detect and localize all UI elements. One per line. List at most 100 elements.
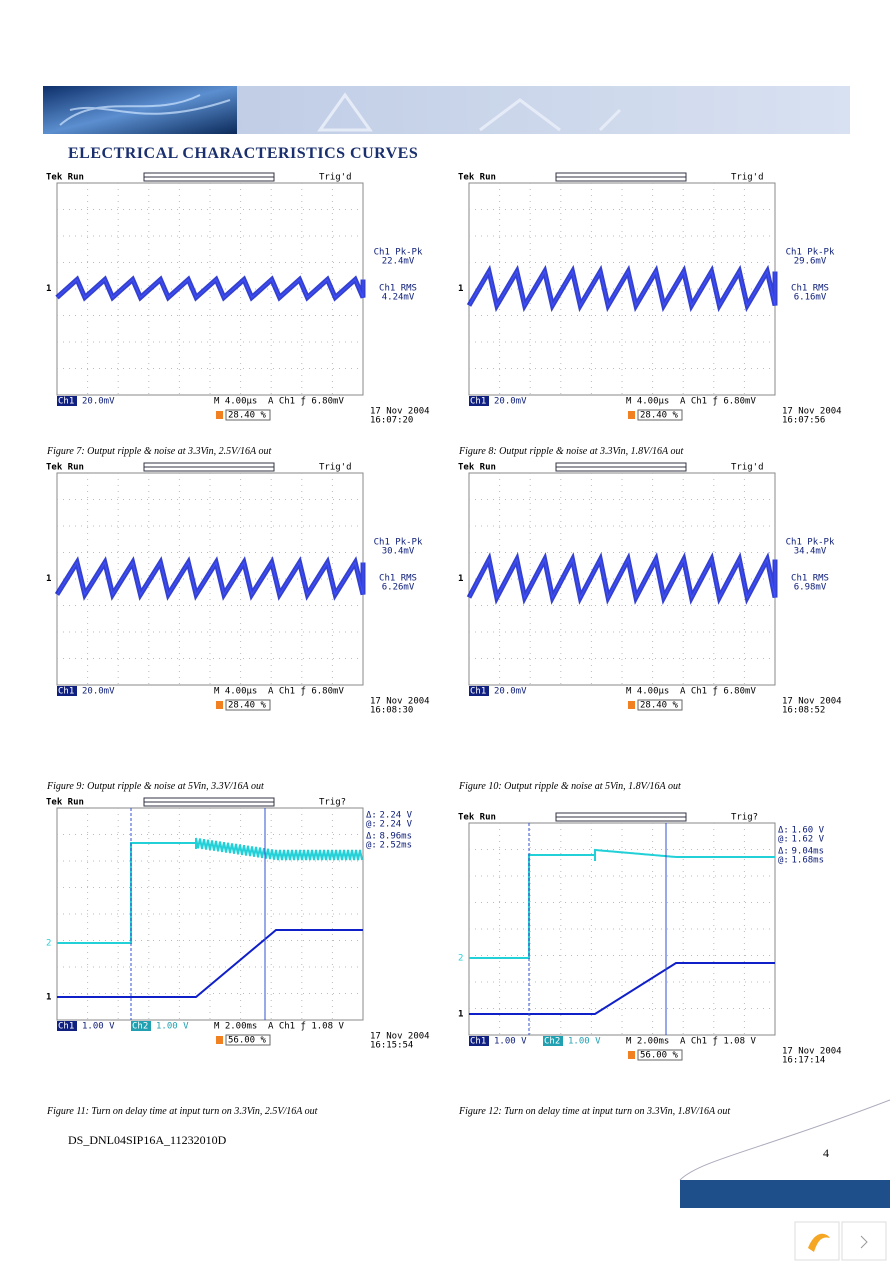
scope-trigger-state: Trig'd bbox=[731, 173, 764, 183]
trigger-setting: A Ch1 ƒ 6.80mV bbox=[680, 397, 756, 407]
channel-scale: 1.00 V bbox=[568, 1037, 601, 1047]
channel-name: Ch1 bbox=[470, 397, 486, 407]
trigger-position-box bbox=[637, 1049, 683, 1061]
figure-caption: Figure 10: Output ripple & noise at 5Vin… bbox=[459, 781, 681, 792]
channel-marker: 1 bbox=[46, 993, 51, 1003]
channel-badge bbox=[131, 1021, 151, 1031]
scope-trigger-state: Trig? bbox=[731, 813, 758, 823]
measurement-label: Ch1 Pk-Pk bbox=[786, 538, 835, 548]
date: 17 Nov 2004 bbox=[782, 1047, 842, 1057]
channel-scale: 1.00 V bbox=[156, 1022, 189, 1032]
date: 17 Nov 2004 bbox=[370, 1032, 430, 1042]
trigger-position: 28.40 % bbox=[228, 701, 267, 711]
channel-badge bbox=[469, 396, 489, 406]
figure-caption: Figure 11: Turn on delay time at input t… bbox=[47, 1106, 318, 1117]
header-light bbox=[59, 94, 231, 126]
figure-caption: Figure 7: Output ripple & noise at 3.3Vi… bbox=[47, 446, 272, 457]
footer-bar bbox=[680, 1180, 890, 1208]
trigger-setting: A Ch1 ƒ 1.08 V bbox=[268, 1022, 344, 1032]
channel-scale: 1.00 V bbox=[82, 1022, 115, 1032]
channel-badge bbox=[469, 686, 489, 696]
channel-name: Ch1 bbox=[58, 397, 74, 407]
measurement-value: 30.4mV bbox=[382, 547, 415, 557]
measurement-value: 2.24 V bbox=[379, 811, 412, 821]
time: 16:08:30 bbox=[370, 706, 413, 716]
channel-marker: 1 bbox=[458, 1010, 463, 1020]
ripple-trace-core bbox=[468, 558, 776, 599]
measurement-label: Δ: bbox=[366, 811, 377, 821]
record-window bbox=[143, 172, 275, 182]
measurement-value: 4.24mV bbox=[382, 293, 415, 303]
measurement-label: @: bbox=[778, 835, 789, 845]
trigger-position: 28.40 % bbox=[640, 701, 679, 711]
channel-name: Ch1 bbox=[58, 1022, 74, 1032]
measurement-label: Ch1 RMS bbox=[791, 574, 829, 584]
trigger-position-box bbox=[225, 1034, 271, 1046]
header-motif bbox=[317, 92, 622, 132]
viewer-logo-mark bbox=[808, 1233, 830, 1252]
channel-scale: 20.0mV bbox=[494, 397, 527, 407]
measurement-label: Ch1 Pk-Pk bbox=[374, 248, 423, 258]
record-window bbox=[143, 797, 275, 807]
measurement-value: 2.52ms bbox=[379, 841, 412, 851]
channel-name: Ch1 bbox=[470, 687, 486, 697]
date: 17 Nov 2004 bbox=[782, 407, 842, 417]
measurement-label: Ch1 Pk-Pk bbox=[374, 538, 423, 548]
channel-name: Ch2 bbox=[544, 1037, 560, 1047]
timebase: M 2.00ms bbox=[214, 1022, 257, 1032]
measurement-label: Δ: bbox=[778, 826, 789, 836]
trigger-position-box bbox=[225, 409, 271, 421]
ch1-trace bbox=[57, 929, 363, 998]
channel-name: Ch1 bbox=[470, 1037, 486, 1047]
measurement-label: @: bbox=[778, 856, 789, 866]
channel-badge bbox=[57, 396, 77, 406]
record-window bbox=[555, 462, 687, 472]
trigger-setting: A Ch1 ƒ 1.08 V bbox=[680, 1037, 756, 1047]
timebase: M 4.00µs bbox=[214, 397, 257, 407]
ch1-trace bbox=[469, 962, 775, 1015]
measurement-label: Ch1 RMS bbox=[379, 284, 417, 294]
measurement-value: 34.4mV bbox=[794, 547, 827, 557]
measurement-value: 6.16mV bbox=[794, 293, 827, 303]
section-title: ELECTRICAL CHARACTERISTICS CURVES bbox=[68, 145, 419, 162]
record-window bbox=[555, 812, 687, 822]
channel-badge bbox=[469, 1036, 489, 1046]
scope-status: Tek Run bbox=[458, 813, 496, 823]
trigger-position: 28.40 % bbox=[640, 411, 679, 421]
trigger-setting: A Ch1 ƒ 6.80mV bbox=[268, 397, 344, 407]
timebase: M 4.00µs bbox=[626, 397, 669, 407]
record-window bbox=[555, 172, 687, 182]
measurement-value: 1.68ms bbox=[791, 856, 824, 866]
time: 16:07:56 bbox=[782, 416, 825, 426]
scope-trigger-state: Trig'd bbox=[319, 463, 352, 473]
trigger-position: 28.40 % bbox=[228, 411, 267, 421]
channel-scale: 1.00 V bbox=[494, 1037, 527, 1047]
channel-marker: 2 bbox=[46, 939, 51, 949]
measurement-value: 2.24 V bbox=[379, 820, 412, 830]
channel-scale: 20.0mV bbox=[494, 687, 527, 697]
scope-status: Tek Run bbox=[458, 173, 496, 183]
channel-marker: 1 bbox=[46, 284, 51, 294]
time: 16:08:52 bbox=[782, 706, 825, 716]
channel-marker: 1 bbox=[46, 574, 51, 584]
ripple-trace-core bbox=[56, 561, 364, 596]
timebase: M 4.00µs bbox=[626, 687, 669, 697]
figure-caption: Figure 8: Output ripple & noise at 3.3Vi… bbox=[459, 446, 684, 457]
trigger-position-icon bbox=[628, 1051, 635, 1059]
trigger-position-icon bbox=[216, 411, 223, 419]
viewer-next[interactable] bbox=[841, 1221, 887, 1261]
scope-trigger-state: Trig? bbox=[319, 798, 346, 808]
channel-badge bbox=[57, 1021, 77, 1031]
ripple-trace-core bbox=[468, 270, 776, 307]
channel-scale: 20.0mV bbox=[82, 687, 115, 697]
channel-name: Ch1 bbox=[58, 687, 74, 697]
trigger-position-icon bbox=[628, 411, 635, 419]
trigger-position-box bbox=[637, 699, 683, 711]
channel-badge bbox=[543, 1036, 563, 1046]
trigger-setting: A Ch1 ƒ 6.80mV bbox=[680, 687, 756, 697]
measurement-label: Δ: bbox=[778, 847, 789, 857]
